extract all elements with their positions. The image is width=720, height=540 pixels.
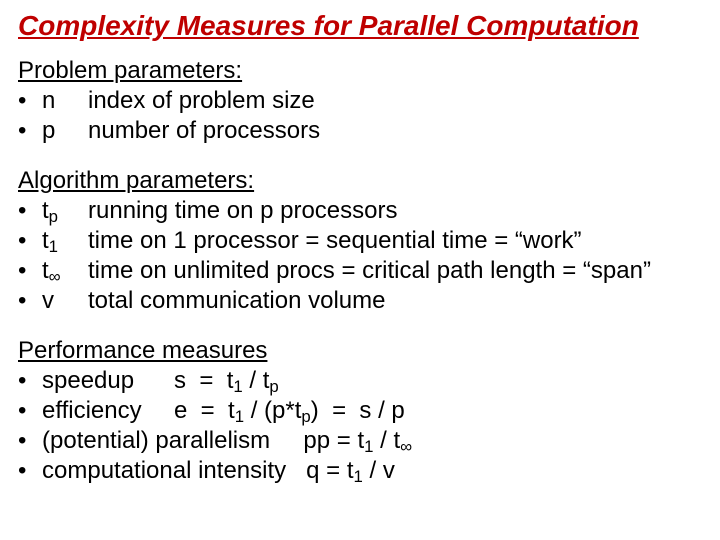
- list-item: • n index of problem size: [18, 86, 702, 116]
- bullet-icon: •: [18, 426, 42, 456]
- list-item: • (potential) parallelism pp = t1 / t∞: [18, 426, 702, 456]
- slide-title: Complexity Measures for Parallel Computa…: [18, 10, 702, 42]
- symbol: n: [42, 86, 88, 116]
- description: time on 1 processor = sequential time = …: [88, 226, 702, 256]
- bullet-icon: •: [18, 86, 42, 116]
- description: running time on p processors: [88, 196, 702, 226]
- formula: (potential) parallelism pp = t1 / t∞: [42, 426, 702, 456]
- symbol: t1: [42, 226, 88, 256]
- symbol: v: [42, 286, 88, 316]
- bullet-icon: •: [18, 396, 42, 426]
- bullet-icon: •: [18, 286, 42, 316]
- description: time on unlimited procs = critical path …: [88, 256, 702, 286]
- description: index of problem size: [88, 86, 702, 116]
- list-item: • tp running time on p processors: [18, 196, 702, 226]
- section-problem-heading: Problem parameters:: [18, 56, 702, 86]
- measure-label: speedup: [42, 366, 174, 396]
- bullet-icon: •: [18, 456, 42, 486]
- formula: e = t1 / (p*tp) = s / p: [174, 396, 702, 426]
- bullet-icon: •: [18, 196, 42, 226]
- symbol: p: [42, 116, 88, 146]
- list-item: • t1 time on 1 processor = sequential ti…: [18, 226, 702, 256]
- bullet-icon: •: [18, 256, 42, 286]
- bullet-icon: •: [18, 226, 42, 256]
- section-algorithm-heading: Algorithm parameters:: [18, 166, 702, 196]
- formula: computational intensity q = t1 / v: [42, 456, 702, 486]
- symbol: tp: [42, 196, 88, 226]
- slide: Complexity Measures for Parallel Computa…: [0, 0, 720, 496]
- bullet-icon: •: [18, 366, 42, 396]
- section-performance-heading: Performance measures: [18, 336, 702, 366]
- list-item: • v total communication volume: [18, 286, 702, 316]
- list-item: • speedup s = t1 / tp: [18, 366, 702, 396]
- list-item: • computational intensity q = t1 / v: [18, 456, 702, 486]
- list-item: • t∞ time on unlimited procs = critical …: [18, 256, 702, 286]
- formula: s = t1 / tp: [174, 366, 702, 396]
- section-performance: Performance measures • speedup s = t1 / …: [18, 336, 702, 486]
- list-item: • p number of processors: [18, 116, 702, 146]
- list-item: • efficiency e = t1 / (p*tp) = s / p: [18, 396, 702, 426]
- section-problem: Problem parameters: • n index of problem…: [18, 56, 702, 146]
- measure-label: efficiency: [42, 396, 174, 426]
- bullet-icon: •: [18, 116, 42, 146]
- description: total communication volume: [88, 286, 702, 316]
- description: number of processors: [88, 116, 702, 146]
- section-algorithm: Algorithm parameters: • tp running time …: [18, 166, 702, 316]
- symbol: t∞: [42, 256, 88, 286]
